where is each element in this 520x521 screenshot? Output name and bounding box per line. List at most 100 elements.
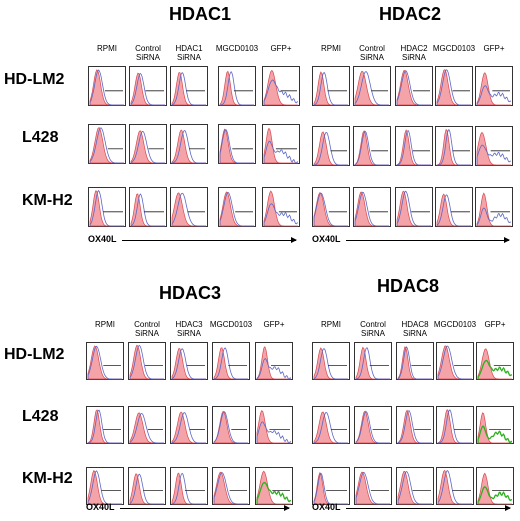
stained-overlay-line: [313, 71, 348, 106]
column-header: RPMI: [321, 44, 341, 53]
isotype-peak: [397, 409, 432, 444]
plot-frame: [396, 342, 434, 380]
stained-overlay-line: [476, 144, 511, 165]
histogram-plot: [476, 342, 514, 380]
stained-overlay-line: [219, 70, 254, 106]
stained-overlay-line: [263, 203, 299, 226]
column-header: GFP+: [483, 44, 505, 53]
histogram-plot: [435, 66, 473, 106]
column-header: GFP+: [484, 320, 506, 329]
plot-frame: [475, 66, 513, 106]
stained-overlay-line: [171, 412, 206, 444]
plot-frame: [262, 66, 300, 106]
stained-overlay-line: [171, 348, 206, 380]
histogram-plot: [129, 124, 167, 164]
plot-frame: [255, 406, 293, 444]
plot-frame: [218, 124, 256, 164]
isotype-peak: [476, 72, 511, 106]
histogram-plot: [435, 126, 473, 166]
stained-overlay-line: [256, 421, 292, 444]
isotype-peak: [87, 470, 122, 505]
isotype-peak: [219, 191, 254, 227]
plot-frame: [129, 187, 167, 227]
histogram-plot: [396, 342, 434, 380]
plot-frame: [128, 342, 166, 380]
stained-overlay-line: [476, 85, 512, 105]
isotype-peak: [256, 410, 291, 444]
stained-overlay-line: [354, 191, 389, 227]
isotype-peak: [437, 345, 472, 380]
isotype-peak: [130, 193, 165, 227]
plot-frame: [170, 342, 208, 380]
isotype-peak: [263, 69, 298, 106]
plot-frame: [170, 124, 208, 164]
histogram-plot: [396, 467, 434, 505]
histogram-plot: [354, 467, 392, 505]
column-header: HDAC3 SiRNA: [175, 320, 203, 338]
plot-frame: [476, 467, 514, 505]
histogram-plot: [436, 467, 474, 505]
plot-frame: [354, 467, 392, 505]
histogram-plot: [312, 187, 350, 227]
stained-overlay-line: [89, 69, 124, 106]
stained-overlay-line: [219, 192, 254, 227]
histogram-plot: [312, 467, 350, 505]
histogram-plot: [312, 126, 350, 166]
stained-overlay-line: [263, 79, 299, 105]
histogram-plot: [262, 124, 300, 164]
column-header: RPMI: [95, 320, 115, 329]
gfp-overlay-line: [477, 359, 513, 379]
plot-frame: [435, 66, 473, 106]
column-header: HDAC2 SiRNA: [400, 44, 428, 62]
axis-arrow: [346, 237, 510, 243]
plot-frame: [129, 66, 167, 106]
plot-frame: [170, 467, 208, 505]
histogram-plot: [396, 406, 434, 444]
histogram-plot: [312, 66, 350, 106]
histogram-plot: [255, 342, 293, 380]
panel-title: HDAC8: [376, 276, 439, 296]
histogram-plot: [436, 342, 474, 380]
histogram-plot: [170, 66, 208, 106]
stained-overlay-line: [396, 190, 431, 227]
stained-overlay-line: [213, 472, 248, 505]
stained-overlay-line: [129, 473, 164, 505]
column-header: MGCD0103: [209, 320, 253, 329]
axis-arrow: [120, 505, 290, 511]
plot-frame: [475, 126, 513, 166]
histogram-plot: [262, 66, 300, 106]
stained-overlay-line: [437, 128, 471, 166]
plot-frame: [129, 124, 167, 164]
stained-overlay-line: [397, 346, 432, 380]
isotype-peak: [396, 190, 431, 227]
plot-frame: [312, 342, 350, 380]
x-axis-label: OX40L: [312, 502, 341, 512]
plot-frame: [436, 342, 474, 380]
plot-frame: [212, 406, 250, 444]
plot-frame: [353, 126, 391, 166]
isotype-peak: [171, 472, 206, 505]
stained-overlay-line: [313, 472, 348, 505]
plot-frame: [86, 342, 124, 380]
plot-frame: [395, 66, 433, 106]
panel-title: HDAC1: [168, 4, 231, 24]
histogram-plot: [86, 467, 124, 505]
plot-frame: [212, 467, 250, 505]
plot-frame: [354, 406, 392, 444]
panel-title: HDAC3: [158, 283, 221, 303]
stained-overlay-line: [171, 472, 206, 505]
stained-overlay-line: [130, 193, 165, 227]
isotype-peak: [476, 132, 511, 166]
x-axis-label: OX40L: [86, 502, 115, 512]
histogram-plot: [475, 66, 513, 106]
plot-frame: [435, 126, 473, 166]
histogram-plot: [129, 187, 167, 227]
histogram-plot: [170, 342, 208, 380]
x-axis-label: OX40L: [312, 234, 341, 244]
row-label-cell-line: L428: [22, 408, 59, 425]
gfp-overlay-line: [256, 482, 292, 504]
isotype-peak: [263, 128, 298, 164]
plot-frame: [312, 187, 350, 227]
histogram-plot: [475, 187, 513, 227]
stained-overlay-line: [129, 344, 164, 380]
